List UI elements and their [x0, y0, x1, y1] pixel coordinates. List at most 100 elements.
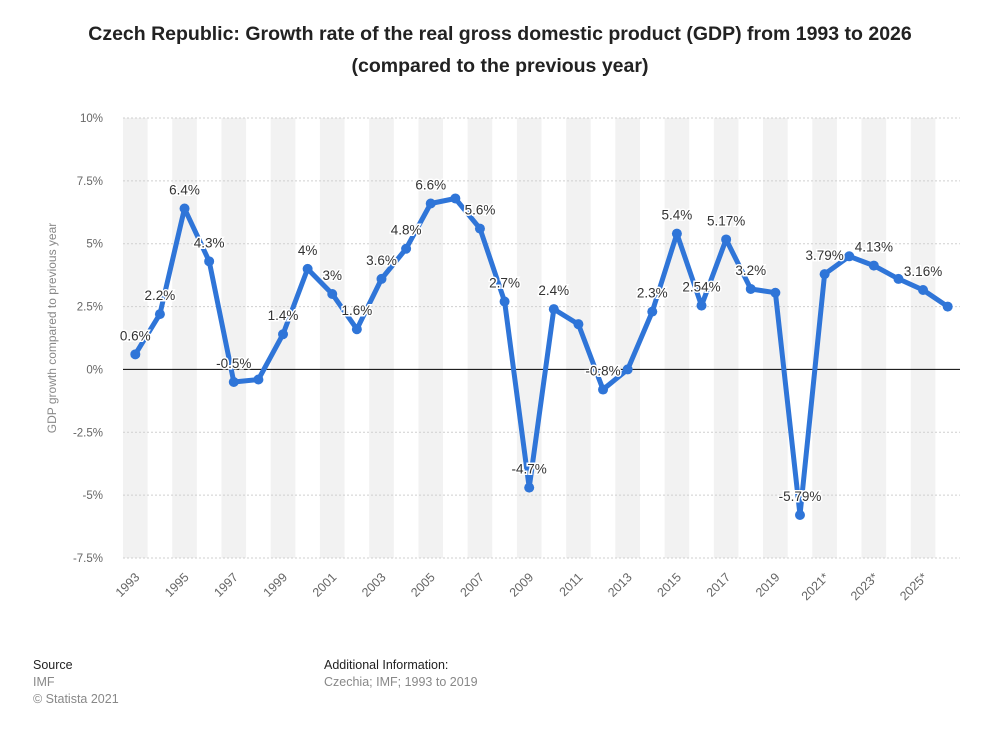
- x-tick-label: 2011: [557, 570, 586, 599]
- data-label: 4.13%: [855, 240, 893, 255]
- x-tick-label: 2007: [458, 570, 488, 600]
- band: [418, 118, 444, 558]
- source-block: Source IMF © Statista 2021: [33, 657, 119, 708]
- x-tick-label: 1999: [261, 570, 291, 600]
- band: [615, 118, 640, 558]
- data-point[interactable]: [499, 296, 510, 307]
- data-point[interactable]: [327, 289, 338, 299]
- source-value: IMF: [33, 675, 55, 689]
- data-point[interactable]: [696, 300, 707, 311]
- data-label: 6.6%: [415, 177, 446, 192]
- band: [763, 118, 788, 558]
- data-label: 5.17%: [707, 213, 745, 228]
- data-point[interactable]: [671, 228, 682, 239]
- data-point[interactable]: [302, 263, 313, 274]
- series-line: [133, 196, 950, 518]
- data-points: [130, 193, 953, 521]
- data-point[interactable]: [647, 306, 658, 317]
- data-label: 4.3%: [194, 235, 225, 250]
- data-point[interactable]: [401, 243, 412, 254]
- data-point[interactable]: [745, 283, 756, 294]
- x-tick-label: 2001: [310, 570, 340, 600]
- additional-info-label: Additional Information:: [324, 658, 449, 672]
- data-point[interactable]: [524, 482, 535, 493]
- data-label: 5.6%: [465, 203, 496, 218]
- data-label: 2.7%: [489, 276, 520, 291]
- y-tick-label: -2.5%: [73, 427, 103, 439]
- x-tick-label: 1997: [211, 570, 241, 600]
- y-tick-label: -5%: [83, 490, 103, 502]
- data-point[interactable]: [154, 309, 165, 320]
- x-tick-label: 2019: [753, 570, 783, 600]
- y-axis-label: GDP growth compared to previous year: [45, 223, 59, 434]
- data-point[interactable]: [474, 223, 485, 234]
- data-label: 4%: [298, 243, 318, 258]
- y-tick-label: 0%: [86, 364, 103, 376]
- x-tick-label: 2021*: [799, 570, 832, 603]
- data-label: 6.4%: [169, 183, 200, 198]
- data-point[interactable]: [918, 284, 929, 295]
- data-point[interactable]: [130, 349, 141, 360]
- data-point[interactable]: [721, 234, 732, 245]
- band: [172, 118, 197, 558]
- data-point[interactable]: [548, 304, 559, 315]
- data-label: -5.79%: [779, 489, 822, 504]
- data-point[interactable]: [573, 319, 584, 330]
- band: [664, 118, 690, 558]
- band: [566, 118, 591, 558]
- data-label: 1.6%: [341, 303, 372, 318]
- data-label: 3.79%: [805, 248, 843, 263]
- data-point[interactable]: [942, 301, 953, 312]
- x-tick-label: 2017: [704, 570, 734, 600]
- source-label: Source: [33, 658, 73, 672]
- data-point[interactable]: [794, 510, 805, 521]
- data-labels: 0.6% 2.2% 6.4% 4.3% -0.5% 1.4% 4% 3% 1.6% 3.6% 4.8…: [118, 176, 943, 506]
- additional-info-value: Czechia; IMF; 1993 to 2019: [324, 675, 478, 689]
- data-point[interactable]: [204, 256, 215, 267]
- data-point[interactable]: [622, 364, 633, 375]
- data-point[interactable]: [376, 273, 387, 284]
- x-tick-label: 2009: [507, 570, 537, 600]
- data-point[interactable]: [179, 203, 190, 214]
- data-point[interactable]: [844, 251, 855, 262]
- x-tick-label: 2003: [359, 570, 389, 600]
- data-label: 3.2%: [735, 263, 766, 278]
- data-point[interactable]: [893, 273, 904, 284]
- data-point[interactable]: [819, 269, 830, 280]
- data-label: -0.5%: [216, 356, 251, 371]
- x-axis-ticks: 1993 1995 1997 1999 2001 2003 2005 2007 2009 2011…: [113, 570, 930, 603]
- data-point[interactable]: [450, 193, 461, 204]
- copyright-link[interactable]: © Statista 2021: [33, 692, 119, 706]
- data-point[interactable]: [868, 260, 879, 271]
- data-point[interactable]: [253, 374, 264, 385]
- data-label: 2.4%: [538, 283, 569, 298]
- band: [319, 118, 345, 558]
- x-tick-label: 2015: [654, 570, 684, 600]
- data-label: 3.6%: [366, 253, 397, 268]
- band: [861, 118, 887, 558]
- data-point[interactable]: [228, 377, 239, 387]
- x-tick-label: 2005: [408, 570, 438, 600]
- data-point[interactable]: [770, 287, 781, 298]
- data-label: 2.3%: [637, 286, 668, 301]
- x-tick-label: 2013: [605, 570, 635, 600]
- band: [910, 118, 936, 558]
- band: [369, 118, 394, 558]
- data-point[interactable]: [278, 329, 289, 340]
- data-label: 2.2%: [145, 288, 176, 303]
- y-tick-label: 10%: [80, 113, 103, 125]
- data-label: 3%: [322, 268, 342, 283]
- data-label: 2.54%: [682, 280, 720, 295]
- data-point[interactable]: [598, 384, 609, 395]
- x-tick-label: 1995: [162, 570, 192, 600]
- additional-info-block: Additional Information: Czechia; IMF; 19…: [324, 657, 478, 691]
- x-tick-label: 2025*: [897, 570, 930, 603]
- data-point[interactable]: [351, 324, 362, 335]
- data-point[interactable]: [425, 198, 436, 209]
- data-label: 5.4%: [662, 208, 693, 223]
- x-tick-label: 2023*: [848, 570, 881, 603]
- data-label: 3.16%: [904, 264, 942, 279]
- data-label: -0.8%: [585, 364, 620, 379]
- y-tick-label: 5%: [86, 239, 103, 251]
- data-label: 4.8%: [391, 223, 422, 238]
